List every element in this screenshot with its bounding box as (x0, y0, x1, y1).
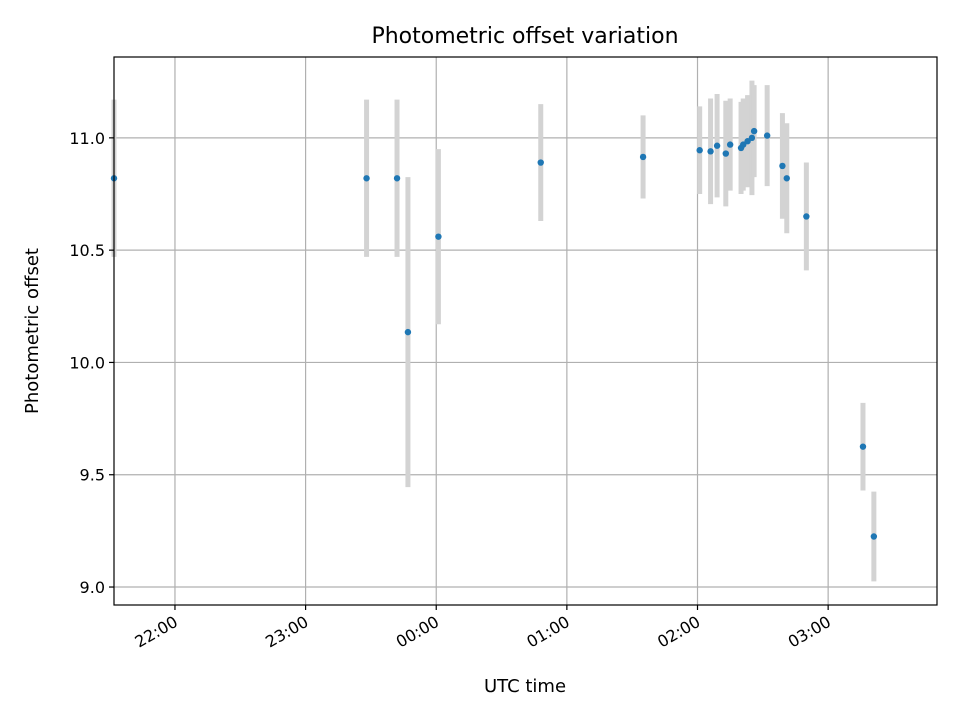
data-point (722, 150, 730, 157)
data-point (363, 175, 370, 182)
y-axis-label: Photometric offset (22, 248, 43, 414)
data-point (763, 132, 771, 139)
data-points (110, 127, 878, 540)
data-point (870, 533, 878, 540)
data-point (803, 213, 810, 220)
data-point (404, 328, 412, 336)
plot-frame (113, 56, 938, 606)
data-point (707, 148, 714, 155)
data-point (859, 443, 867, 450)
data-point (639, 153, 647, 161)
data-point (696, 147, 703, 154)
data-point (537, 159, 544, 166)
data-point (726, 141, 734, 148)
y-tick-label: 11.0 (69, 129, 105, 148)
y-axis-ticks: 9.0 9.5 10.0 10.5 11.0 (69, 129, 114, 597)
data-point (783, 175, 790, 182)
data-point (740, 141, 747, 148)
chart-title: Photometric offset variation (371, 24, 678, 49)
data-point (435, 233, 442, 240)
data-point (748, 134, 756, 142)
data-point (779, 162, 786, 170)
grid-lines (114, 57, 937, 605)
data-point (744, 138, 751, 145)
y-tick-label: 9.5 (80, 466, 105, 485)
y-tick-label: 9.0 (80, 578, 105, 597)
y-tick-label: 10.5 (69, 241, 105, 260)
data-point (393, 175, 401, 182)
x-axis-label: UTC time (484, 676, 566, 697)
data-point (713, 142, 721, 149)
data-point (750, 127, 758, 135)
y-tick-label: 10.0 (69, 353, 105, 372)
